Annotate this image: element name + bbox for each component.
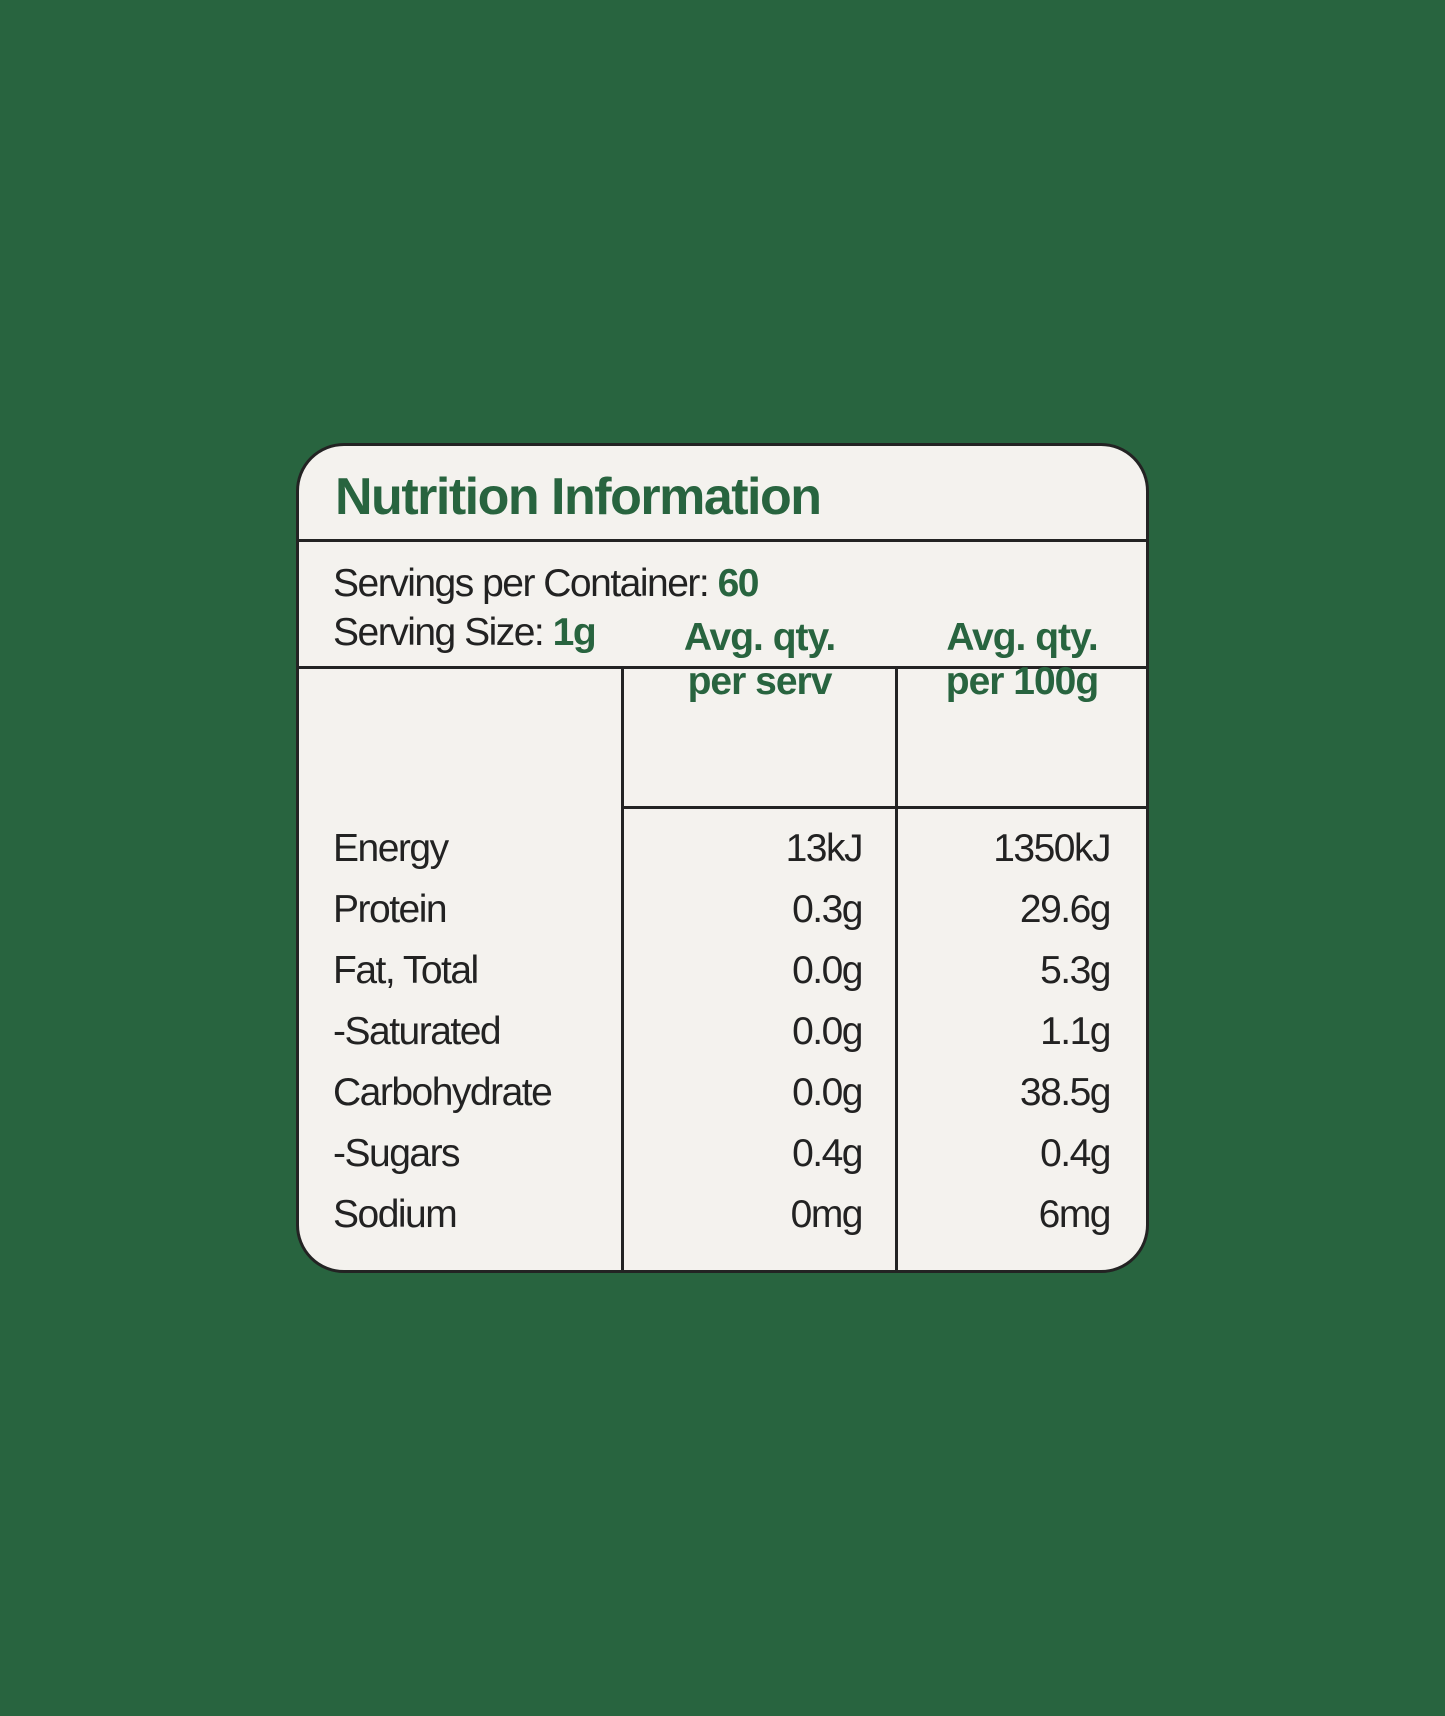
per-serving-value: 0mg (790, 1193, 864, 1236)
table-row: -Saturated 0.0g 1.1g (299, 1010, 1146, 1071)
per-100g-value: 1350kJ (993, 827, 1111, 870)
serving-size: Serving Size: 1g (333, 611, 597, 654)
per-serving-value: 0.0g (792, 949, 863, 992)
per-100g-value: 0.4g (1040, 1132, 1111, 1175)
nutrient-name: -Sugars (333, 1132, 461, 1175)
per-serving-value: 0.0g (792, 1010, 863, 1053)
per-serving-value: 0.4g (792, 1132, 863, 1175)
per-serving-value: 13kJ (785, 827, 864, 870)
table-row: -Sugars 0.4g 0.4g (299, 1132, 1146, 1193)
per-serving-value: 0.3g (792, 888, 863, 931)
divider (299, 666, 1146, 669)
per-serving-value: 0.0g (792, 1071, 863, 1114)
column-header-per-serv: Avg. qty. per serv (683, 616, 836, 703)
table-row: Fat, Total 0.0g 5.3g (299, 949, 1146, 1010)
table-row: Carbohydrate 0.0g 38.5g (299, 1071, 1146, 1132)
nutrient-name: Carbohydrate (333, 1071, 553, 1114)
nutrition-panel: Nutrition Information Servings per Conta… (296, 443, 1149, 1273)
servings-per-container: Servings per Container: 60 (333, 562, 759, 605)
per-100g-value: 1.1g (1040, 1010, 1111, 1053)
nutrient-name: -Saturated (333, 1010, 502, 1053)
per-100g-value: 38.5g (1019, 1071, 1112, 1114)
divider (299, 539, 1146, 542)
nutrient-name: Fat, Total (333, 949, 479, 992)
table-row: Protein 0.3g 29.6g (299, 888, 1146, 949)
column-header-per-100g: Avg. qty. per 100g (945, 616, 1099, 703)
nutrient-name: Sodium (333, 1193, 458, 1236)
nutrient-name: Protein (333, 888, 448, 931)
per-100g-value: 6mg (1038, 1193, 1112, 1236)
column-divider (621, 666, 624, 1270)
per-100g-value: 5.3g (1040, 949, 1111, 992)
column-divider (895, 666, 898, 1270)
header-divider (621, 806, 1146, 809)
nutrient-name: Energy (333, 827, 449, 870)
panel-title: Nutrition Information (335, 468, 822, 526)
per-100g-value: 29.6g (1019, 888, 1112, 931)
table-row: Sodium 0mg 6mg (299, 1193, 1146, 1254)
table-row: Energy 13kJ 1350kJ (299, 827, 1146, 888)
